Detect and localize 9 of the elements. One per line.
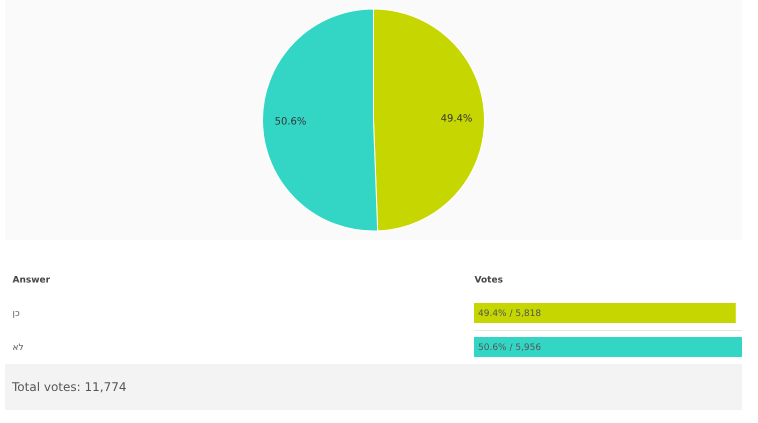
y-axis-title: Answer bbox=[12, 276, 51, 286]
data-label: 50.6% bbox=[274, 116, 306, 128]
data-label: 49.4% bbox=[440, 113, 472, 124]
data-label: 50.6% / 5,956 bbox=[478, 343, 542, 353]
text: Total votes: 11,774 bbox=[11, 380, 126, 394]
y-tick-label: כן bbox=[12, 309, 20, 319]
data-label: 49.4% / 5,818 bbox=[478, 309, 542, 319]
y-tick-label: לא bbox=[12, 343, 24, 353]
x-axis-title: Votes bbox=[474, 276, 503, 286]
